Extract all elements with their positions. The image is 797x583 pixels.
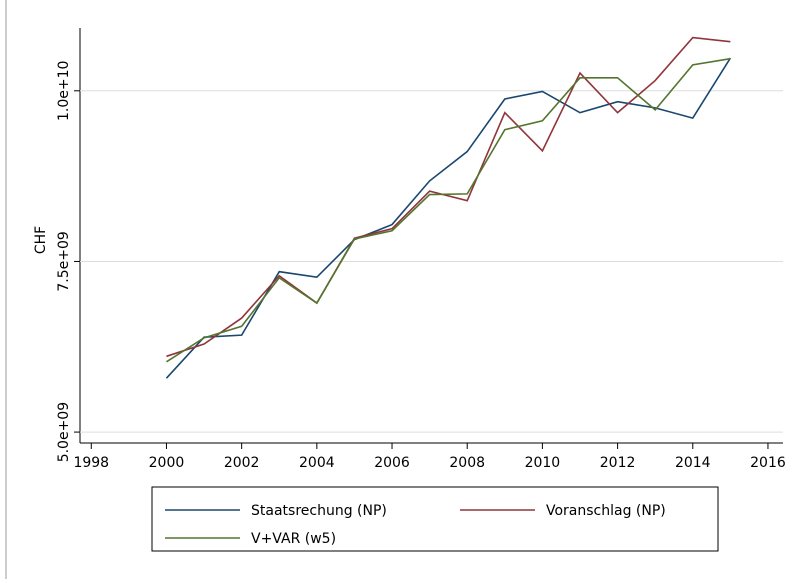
legend-box [151, 486, 719, 552]
series-line [166, 57, 731, 363]
x-tick-label: 2004 [299, 455, 335, 471]
x-tick-label: 2002 [224, 455, 260, 471]
legend-label: V+VAR (w5) [251, 531, 336, 547]
y-axis-label: CHF [33, 226, 49, 254]
y-tick-label: 1.0e+10 [56, 61, 72, 121]
series-line [165, 57, 732, 379]
x-tick-label: 2006 [374, 455, 410, 471]
x-tick-label: 2016 [750, 455, 786, 471]
x-tick-label: 2014 [675, 455, 711, 471]
y-tick-label: 5.0e+09 [56, 402, 72, 462]
y-tick-label: 7.5e+09 [56, 231, 72, 291]
x-tick-label: 2008 [449, 455, 485, 471]
x-tick-label: 1998 [73, 455, 109, 471]
x-tick-label: 2000 [149, 455, 185, 471]
legend-label: Voranschlag (NP) [546, 503, 666, 519]
x-tick-label: 2012 [600, 455, 636, 471]
series-line [166, 36, 731, 358]
x-tick-label: 2010 [525, 455, 561, 471]
legend-label: Staatsrechung (NP) [251, 503, 387, 519]
